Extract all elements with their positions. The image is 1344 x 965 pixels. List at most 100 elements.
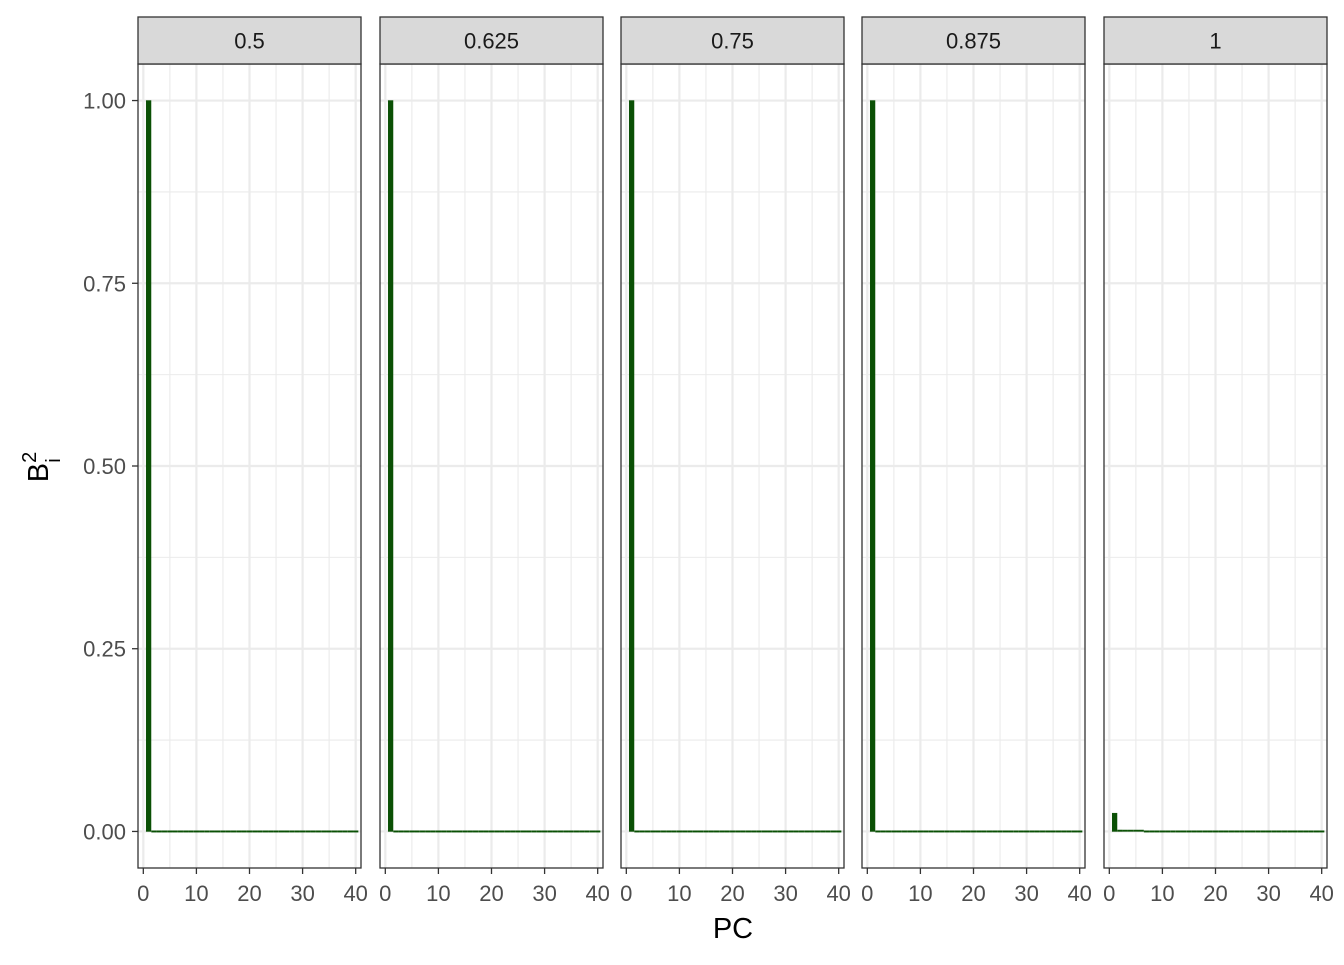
bar: [1313, 830, 1320, 833]
bar: [1077, 830, 1083, 833]
x-tick-label: 30: [1256, 881, 1280, 906]
y-tick-label: 0.25: [83, 637, 126, 662]
bar: [960, 830, 966, 833]
bar: [1133, 829, 1139, 832]
bar: [156, 830, 162, 833]
facet-strip: [137, 16, 362, 65]
bar: [467, 830, 473, 833]
bar: [1265, 830, 1272, 833]
bar: [1023, 830, 1030, 833]
x-tick-label: 20: [479, 881, 503, 906]
bar: [321, 830, 327, 833]
bar: [751, 830, 757, 833]
bar: [294, 830, 300, 833]
y-tick-label: 0.50: [83, 454, 126, 479]
bar: [1066, 830, 1072, 833]
bar: [589, 830, 596, 833]
bar: [499, 830, 505, 833]
bar: [557, 830, 564, 833]
x-tick-label: 30: [532, 881, 556, 906]
bar: [1287, 830, 1293, 833]
x-tick-label: 30: [773, 881, 797, 906]
bar: [772, 830, 778, 833]
bar: [515, 830, 521, 833]
x-tick-label: 20: [961, 881, 985, 906]
bar: [708, 830, 714, 833]
y-tick-label: 1.00: [83, 89, 126, 114]
bar: [875, 830, 881, 833]
bar: [1154, 830, 1160, 833]
bar: [183, 830, 189, 833]
facet-panel-1: 0.625 0 10 20 30 40: [379, 16, 610, 906]
bar: [441, 830, 447, 833]
bar: [1045, 830, 1051, 833]
bar: [1117, 829, 1123, 832]
facet-strip-label: 0.75: [711, 29, 754, 54]
y-axis-title-superscript: 2: [19, 452, 41, 463]
y-tick-label: 0.75: [83, 271, 126, 296]
facet-panel-4: 10 10 20 30 40: [1103, 16, 1334, 906]
bar: [579, 830, 585, 833]
bar: [252, 830, 258, 833]
bar: [220, 830, 226, 833]
bar: [1292, 830, 1298, 833]
x-tick-label: 40: [585, 881, 609, 906]
bar: [745, 830, 752, 833]
bar: [634, 830, 640, 833]
bar: [965, 830, 971, 833]
y-axis-title-main: B: [23, 463, 55, 482]
bar: [326, 830, 332, 833]
bar: [698, 830, 704, 833]
y-axis-title: B2 i: [19, 452, 65, 482]
bar: [568, 830, 574, 833]
bar: [1138, 829, 1144, 832]
bar: [814, 830, 821, 833]
bar: [1175, 830, 1181, 833]
x-tick-label: 40: [1309, 881, 1333, 906]
bar: [342, 830, 348, 833]
bar: [393, 830, 399, 833]
facet-strip-label: 1: [1209, 29, 1221, 54]
bar: [825, 830, 831, 833]
bar: [595, 830, 601, 833]
bar: [241, 830, 247, 833]
x-tick-label: 30: [290, 881, 314, 906]
bar: [278, 830, 284, 833]
bar: [949, 830, 955, 833]
bar: [446, 830, 452, 833]
bar: [1234, 830, 1240, 833]
bar: [981, 830, 987, 833]
bar: [409, 830, 415, 833]
bar: [188, 830, 194, 833]
bar: [1239, 830, 1245, 833]
facet-strip: [861, 16, 1086, 65]
bar: [1002, 830, 1008, 833]
bar: [655, 830, 661, 833]
bar: [246, 830, 253, 833]
bar: [435, 830, 442, 833]
bar: [268, 830, 274, 833]
bar: [204, 830, 210, 833]
x-tick-label: 0: [861, 881, 873, 906]
bar: [767, 830, 773, 833]
bar: [639, 830, 645, 833]
bar: [225, 830, 231, 833]
bar: [1143, 830, 1150, 833]
bar: [885, 830, 892, 833]
bar: [1308, 830, 1314, 833]
bar: [1281, 830, 1288, 833]
facet-panel-2: 0.75 0 10 20 30 40: [620, 16, 851, 906]
bar: [1008, 830, 1014, 833]
bar: [992, 830, 998, 833]
facet-panel-3: 0.875 0 10 20 30 40: [861, 16, 1092, 906]
bar: [305, 830, 311, 833]
bar: [798, 830, 805, 833]
bar: [510, 830, 516, 833]
bar: [425, 830, 431, 833]
bar: [1250, 830, 1256, 833]
bar: [1149, 830, 1155, 833]
y-axis-title-subscript: i: [43, 458, 65, 462]
bar: [682, 830, 688, 833]
svg-text:B2i: B2 i: [19, 452, 65, 482]
